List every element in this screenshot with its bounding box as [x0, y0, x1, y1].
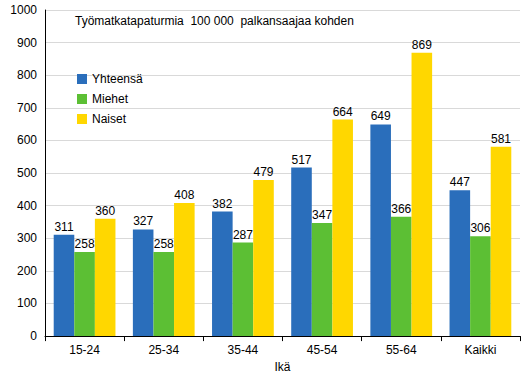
svg-text:600: 600: [17, 133, 37, 147]
svg-text:300: 300: [17, 231, 37, 245]
svg-text:287: 287: [233, 228, 253, 242]
svg-text:581: 581: [491, 132, 511, 146]
svg-text:Kaikki: Kaikki: [464, 343, 496, 357]
svg-text:Naiset: Naiset: [92, 112, 127, 126]
svg-text:347: 347: [312, 208, 332, 222]
svg-text:45-54: 45-54: [307, 343, 338, 357]
svg-text:200: 200: [17, 264, 37, 278]
svg-text:400: 400: [17, 199, 37, 213]
svg-text:382: 382: [212, 197, 232, 211]
svg-text:447: 447: [450, 175, 470, 189]
svg-text:0: 0: [30, 329, 37, 343]
svg-text:Ikä: Ikä: [274, 360, 290, 374]
svg-text:258: 258: [154, 237, 174, 251]
svg-text:327: 327: [133, 214, 153, 228]
svg-text:311: 311: [54, 220, 73, 234]
svg-text:360: 360: [95, 204, 115, 218]
svg-text:800: 800: [17, 68, 37, 82]
svg-text:258: 258: [75, 237, 95, 251]
svg-text:1000: 1000: [10, 3, 37, 17]
svg-text:869: 869: [412, 38, 432, 52]
svg-text:100: 100: [17, 296, 37, 310]
svg-text:Miehet: Miehet: [92, 92, 129, 106]
svg-text:15-24: 15-24: [69, 343, 100, 357]
svg-text:408: 408: [174, 188, 194, 202]
svg-text:664: 664: [333, 105, 353, 119]
svg-text:900: 900: [17, 36, 37, 50]
svg-text:500: 500: [17, 166, 37, 180]
svg-text:306: 306: [470, 221, 490, 235]
svg-text:55-64: 55-64: [386, 343, 417, 357]
svg-text:366: 366: [391, 202, 411, 216]
svg-text:Työmatkatapaturmia 100 000 p: Työmatkatapaturmia 100 000 palkansaajaa …: [75, 14, 354, 28]
svg-text:25-34: 25-34: [148, 343, 179, 357]
svg-text:35-44: 35-44: [228, 343, 259, 357]
svg-text:Yhteensä: Yhteensä: [92, 72, 143, 86]
svg-text:700: 700: [17, 101, 37, 115]
svg-text:479: 479: [253, 165, 273, 179]
svg-text:517: 517: [291, 153, 311, 167]
svg-text:649: 649: [371, 109, 391, 123]
